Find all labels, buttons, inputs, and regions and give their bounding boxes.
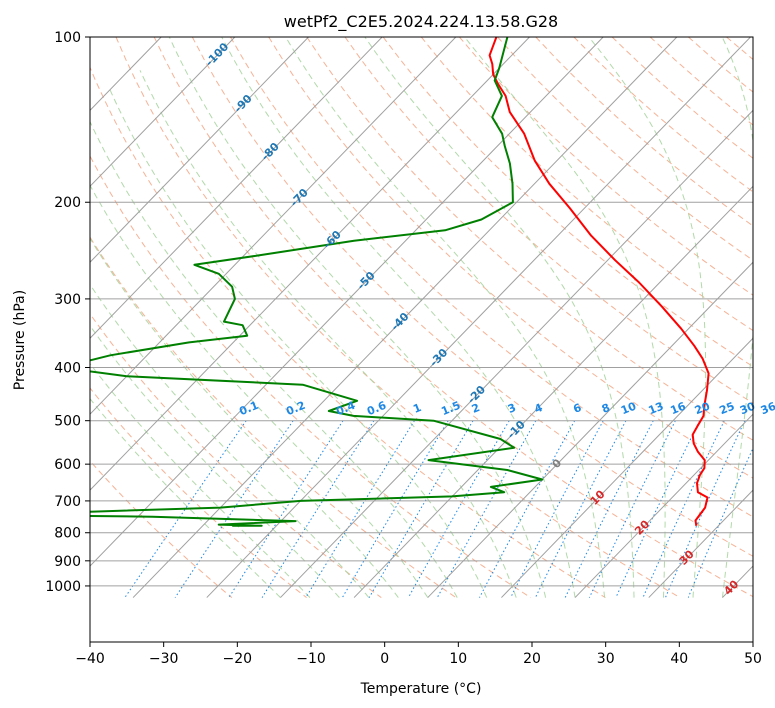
dry-adiabat-line (115, 37, 681, 599)
x-tick-label: 40 (670, 651, 688, 667)
isotherm-gridline (90, 37, 383, 339)
dry-adiabat-line (90, 387, 307, 598)
mixing-ratio-label: 2 (470, 401, 482, 416)
mixing-ratio-label: 25 (717, 400, 736, 418)
temperature-profile-line (488, 37, 710, 526)
y-tick-label: 800 (54, 526, 81, 542)
dewpoint-profile-line (90, 37, 544, 527)
moist-adiabat-line (221, 37, 576, 598)
y-tick-label: 1000 (45, 579, 81, 595)
moist-adiabat-line (588, 37, 707, 598)
series-layer (90, 37, 710, 527)
mixing-ratio-line (564, 420, 654, 598)
moist-adiabat-line (90, 397, 281, 598)
y-tick-label: 500 (54, 414, 81, 430)
mixing-ratio-line (534, 420, 627, 598)
y-tick-label: 700 (54, 494, 81, 510)
dry-adiabat-line (191, 37, 753, 557)
mixing-ratio-line (615, 420, 701, 598)
grid-layer (90, 37, 753, 599)
moist-adiabat-line (109, 89, 488, 598)
isotherm-gridline (353, 185, 753, 598)
mixing-ratio-line (588, 420, 676, 598)
mixing-ratio-line (687, 446, 753, 598)
isotherm-gridline (501, 337, 753, 598)
mixing-ratio-label: 8 (600, 401, 612, 416)
x-tick-label: −10 (296, 651, 326, 667)
mixing-ratio-line (341, 420, 449, 598)
mixing-ratio-line (124, 420, 247, 598)
isotherm-gridline (574, 413, 753, 598)
dry-adiabat-line (90, 460, 233, 598)
moist-adiabat-line (721, 37, 753, 598)
dry-adiabat-line (153, 37, 753, 598)
y-tick-label: 100 (54, 30, 81, 46)
mixing-ratio-line (665, 420, 746, 598)
isotherm-gridline (280, 109, 753, 598)
mixing-ratio-line (479, 420, 576, 598)
y-tick-label: 600 (54, 457, 81, 473)
isotherm-gridline (648, 489, 753, 598)
plot-frame (89, 36, 754, 643)
x-tick-label: 50 (744, 651, 762, 667)
y-axis-label: Pressure (hPa) (12, 290, 28, 390)
dry-adiabat-line (90, 154, 531, 599)
moist-adiabat-line (139, 70, 517, 598)
mixing-ratio-label: 13 (646, 400, 665, 418)
moist-adiabat-line (90, 362, 311, 598)
mixing-ratio-label: 10 (619, 399, 638, 417)
y-tick-label: 900 (54, 554, 81, 570)
mixing-ratio-label: 1 (411, 401, 423, 416)
axis-layer: −40 −30 −20 −10 0 10 20 30 40 50 100 200 300 400 500 60… (45, 30, 762, 667)
y-tick-label: 400 (54, 361, 81, 377)
x-tick-label: −40 (75, 651, 105, 667)
x-tick-label: 10 (449, 651, 467, 667)
plot-background (90, 37, 753, 642)
moist-adiabat-line (90, 325, 340, 598)
y-tick-label: 300 (54, 292, 81, 308)
x-tick-label: −20 (223, 651, 253, 667)
isotherm-gridline (427, 261, 753, 598)
isotherm-gridline (90, 37, 530, 491)
x-tick-label: −30 (149, 651, 179, 667)
moist-adiabat-line (285, 37, 606, 598)
x-tick-label: 20 (523, 651, 541, 667)
isotherm-gridline (206, 37, 751, 598)
chart-title: wetPf2_C2E5.2024.224.13.58.G28 (284, 12, 558, 32)
isotherm-gridline (132, 37, 678, 598)
x-axis-label: Temperature (°C) (360, 681, 482, 697)
dry-adiabat-line (90, 313, 382, 599)
y-tick-label: 200 (54, 195, 81, 211)
mixing-ratio-line (368, 420, 474, 598)
x-tick-label: 30 (597, 651, 615, 667)
isotherm-gridline (90, 37, 604, 567)
mixing-ratio-label: 20 (693, 399, 712, 417)
mixing-ratio-label: 3 (506, 401, 518, 416)
mixing-ratio-line (407, 420, 510, 598)
dry-adiabat-line (306, 37, 753, 441)
isotherm-gridline (90, 37, 236, 188)
mixing-ratio-label: 36 (759, 399, 775, 417)
mixing-ratio-label: 16 (669, 399, 688, 417)
moist-adiabat-line (464, 37, 666, 598)
moist-adiabat-line (364, 37, 635, 598)
isotherm-gridline (90, 37, 309, 263)
moist-adiabat-line (168, 37, 547, 598)
x-tick-label: 0 (380, 651, 389, 667)
isotherm-gridline (90, 37, 457, 415)
mixing-ratio-label: 30 (738, 399, 757, 417)
mixing-ratio-line (228, 420, 344, 598)
dry-adiabat-line (344, 37, 753, 404)
